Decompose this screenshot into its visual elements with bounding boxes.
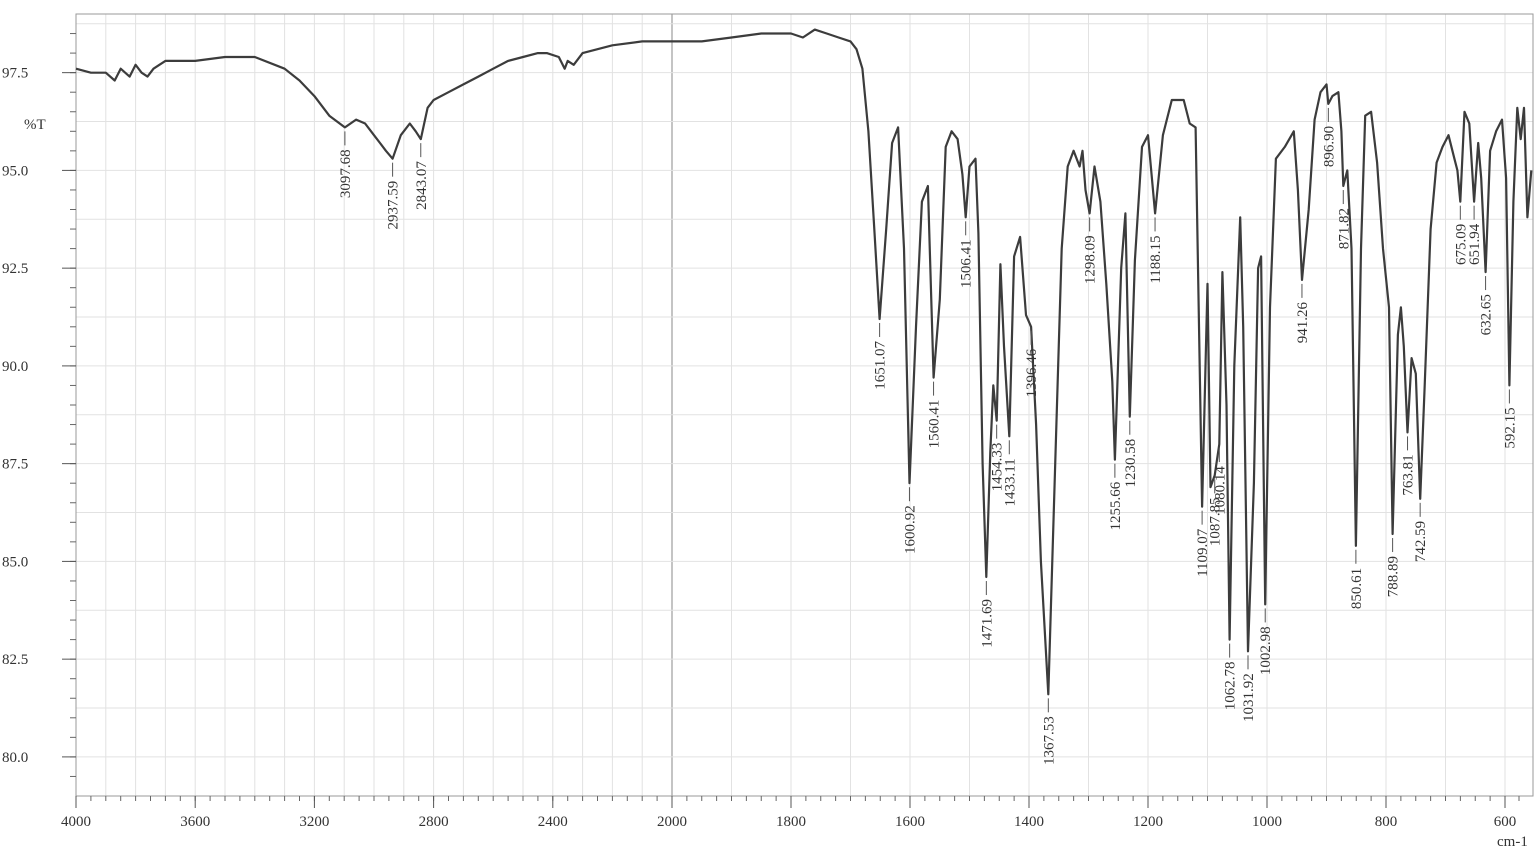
y-tick-label: 87.5 — [2, 457, 28, 473]
y-tick-label: 90.0 — [2, 359, 28, 375]
peak-labels: 3097.68 2937.59 2843.07 1651.07 1600.92 1560.… — [338, 107, 1518, 765]
peak-label: 1255.66 — [1108, 481, 1124, 530]
peak-label: 651.94 — [1467, 223, 1483, 265]
x-tick-label: 600 — [1494, 814, 1517, 830]
peak-label: 1080.14 — [1212, 466, 1228, 515]
y-axis-label: %T — [24, 117, 46, 133]
peak-label: 850.61 — [1349, 568, 1365, 609]
peak-label: 871.82 — [1336, 208, 1352, 249]
peak-label: 1062.78 — [1223, 662, 1239, 711]
peak-label: 675.09 — [1453, 224, 1469, 265]
x-tick-label: 1800 — [776, 814, 806, 830]
y-tick-label: 92.5 — [2, 261, 28, 277]
x-tick-label: 800 — [1375, 814, 1398, 830]
y-tick-label: 95.0 — [2, 163, 28, 179]
peak-label: 1188.15 — [1148, 235, 1164, 283]
peak-label: 632.65 — [1479, 294, 1495, 335]
peak-label: 1506.41 — [959, 239, 975, 288]
peak-label: 1367.53 — [1041, 716, 1057, 765]
peak-label: 896.90 — [1321, 126, 1337, 167]
y-tick-label: 82.5 — [2, 652, 28, 668]
peak-label: 1454.33 — [990, 443, 1006, 492]
y-tick-label: 85.0 — [2, 554, 28, 570]
peak-label: 1600.92 — [903, 505, 919, 554]
peak-label: 742.59 — [1413, 521, 1429, 562]
x-tick-label: 3600 — [180, 814, 210, 830]
x-tick-label: 2400 — [538, 814, 568, 830]
peak-label: 1002.98 — [1258, 626, 1274, 675]
peak-label: 1031.92 — [1241, 673, 1257, 722]
peak-label: 1471.69 — [979, 599, 995, 648]
peak-label: 763.81 — [1400, 454, 1416, 495]
spectrum-line — [75, 28, 1533, 696]
peak-label: 1433.11 — [1002, 458, 1018, 506]
x-tick-label: 1200 — [1133, 814, 1163, 830]
x-tick-label: 1600 — [895, 814, 925, 830]
peak-label: 1651.07 — [873, 340, 889, 389]
peak-label: 1560.41 — [927, 400, 943, 449]
x-tick-label: 3200 — [299, 814, 329, 830]
spectrum-line-layer — [75, 28, 1533, 696]
peak-label: 1109.07 — [1195, 528, 1211, 577]
peak-label: 2843.07 — [414, 161, 430, 210]
y-tick-label: 97.5 — [2, 66, 28, 82]
peak-label: 941.26 — [1295, 301, 1311, 343]
peak-label: 1230.58 — [1123, 439, 1139, 488]
peak-label: 788.89 — [1386, 556, 1402, 597]
axes: 80.0 82.5 85.0 87.5 90.0 92.5 95.0 97.5 4000 3600… — [2, 13, 1534, 830]
peak-label: 1087.85 — [1208, 497, 1224, 546]
x-tick-label: 2000 — [657, 814, 687, 830]
x-tick-label: 2800 — [419, 814, 449, 830]
peak-label: 2937.59 — [386, 181, 402, 230]
peak-label: 1298.09 — [1083, 235, 1099, 284]
grid — [76, 14, 1533, 796]
x-tick-label: 1000 — [1252, 814, 1282, 830]
y-tick-label: 80.0 — [2, 750, 28, 766]
x-tick-label: 4000 — [61, 814, 91, 830]
peak-label: 3097.68 — [338, 149, 354, 198]
x-tick-label: 1400 — [1014, 814, 1044, 830]
peak-label: 592.15 — [1502, 407, 1518, 448]
x-axis-unit-label: cm-1 — [1497, 834, 1528, 850]
peak-label: 1396.46 — [1024, 348, 1040, 397]
